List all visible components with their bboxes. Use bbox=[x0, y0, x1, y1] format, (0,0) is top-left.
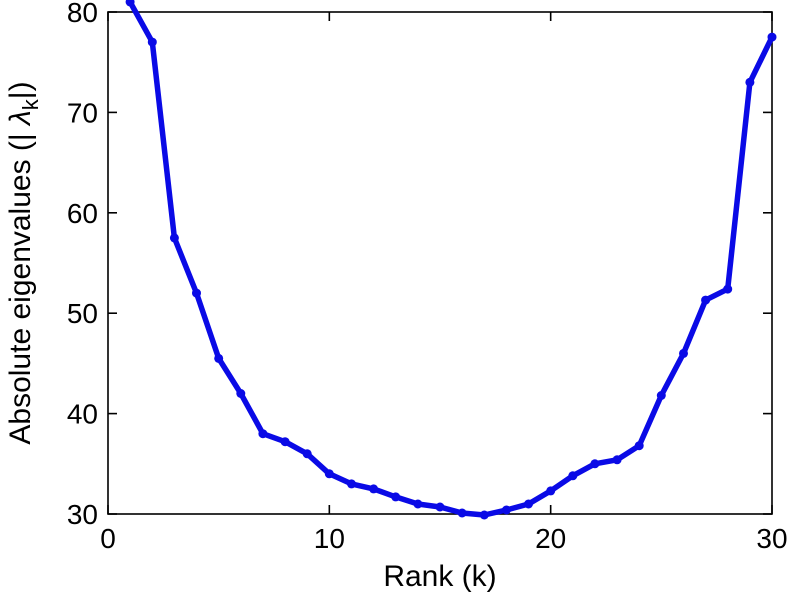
data-marker bbox=[745, 77, 755, 87]
data-marker bbox=[634, 441, 644, 451]
data-marker bbox=[324, 469, 334, 479]
data-marker bbox=[169, 233, 179, 243]
data-line bbox=[127, 0, 775, 518]
data-marker bbox=[568, 471, 578, 481]
plot-box bbox=[107, 11, 773, 515]
data-marker bbox=[236, 389, 246, 398]
data-marker bbox=[767, 32, 777, 42]
data-marker bbox=[457, 508, 467, 518]
data-marker bbox=[435, 502, 445, 512]
y-axis-label: Absolute eigenvalues (| λk|) bbox=[4, 81, 43, 444]
x-tick-label: 20 bbox=[535, 523, 566, 554]
data-marker bbox=[347, 479, 356, 489]
x-tick-label: 0 bbox=[100, 523, 116, 554]
data-marker bbox=[701, 295, 711, 305]
data-marker bbox=[147, 37, 157, 47]
y-tick-label: 60 bbox=[67, 198, 98, 229]
y-tick-label: 50 bbox=[67, 298, 98, 329]
data-marker bbox=[214, 353, 224, 363]
data-marker bbox=[302, 449, 312, 459]
data-marker bbox=[391, 492, 401, 502]
data-marker bbox=[479, 510, 489, 520]
data-marker bbox=[612, 455, 622, 465]
data-marker bbox=[258, 429, 268, 439]
data-marker bbox=[656, 391, 666, 400]
data-marker bbox=[192, 288, 201, 298]
data-marker bbox=[280, 437, 290, 447]
data-marker bbox=[413, 499, 423, 509]
y-tick-label: 70 bbox=[67, 97, 98, 128]
data-marker bbox=[590, 459, 600, 469]
y-tick-label: 40 bbox=[67, 399, 98, 430]
y-tick-label: 30 bbox=[67, 499, 98, 530]
data-marker bbox=[369, 484, 379, 494]
x-tick-label: 30 bbox=[756, 523, 787, 554]
y-tick-label: 80 bbox=[67, 0, 98, 28]
data-marker bbox=[125, 0, 135, 7]
data-marker bbox=[679, 348, 688, 358]
data-marker bbox=[524, 499, 533, 509]
data-marker bbox=[546, 486, 556, 496]
x-axis-label: Rank (k) bbox=[383, 560, 496, 593]
data-marker bbox=[723, 284, 733, 294]
x-tick-label: 10 bbox=[314, 523, 345, 554]
data-marker bbox=[501, 505, 511, 515]
